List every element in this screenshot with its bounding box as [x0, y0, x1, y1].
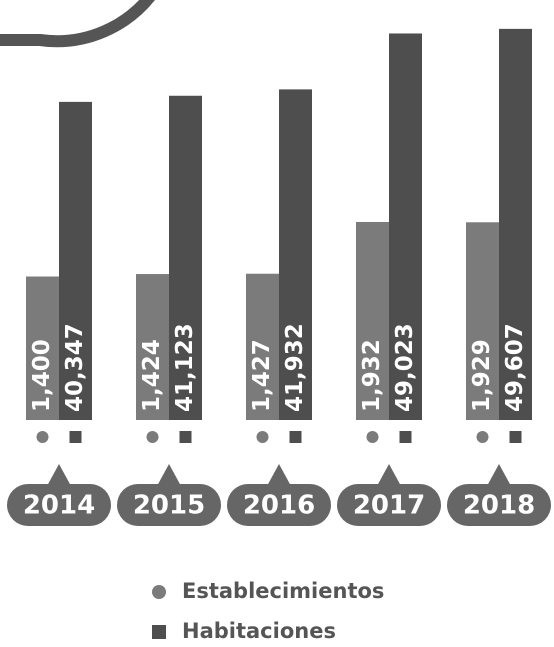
value-label: 1,932 — [359, 339, 385, 412]
year-pill — [447, 484, 551, 526]
series-marker — [179, 431, 192, 443]
series-marker — [69, 431, 82, 443]
series-marker — [146, 431, 159, 443]
legend-label: Habitaciones — [182, 619, 336, 643]
bar — [26, 276, 59, 420]
pointer — [487, 464, 511, 486]
x-tick-label: 2016 — [243, 491, 315, 521]
pointer — [157, 464, 181, 486]
series-marker — [509, 431, 522, 443]
x-tick-label: 2017 — [353, 491, 425, 521]
value-label: 41,123 — [172, 323, 198, 412]
year-pill — [337, 484, 441, 526]
bar — [466, 222, 499, 420]
series-marker — [36, 431, 49, 443]
bar — [246, 273, 279, 420]
series-marker — [289, 431, 302, 443]
bar — [59, 101, 92, 420]
pointer — [267, 464, 291, 486]
value-label: 1,400 — [29, 339, 55, 412]
value-label: 41,932 — [282, 323, 308, 412]
year-pill — [7, 484, 111, 526]
series-marker — [399, 431, 412, 443]
decorative-arc — [0, 0, 155, 48]
series-marker — [366, 431, 379, 443]
legend-marker — [152, 625, 166, 639]
bar — [389, 33, 422, 420]
value-label: 1,427 — [249, 339, 275, 412]
value-label: 40,347 — [62, 323, 88, 412]
bar — [499, 28, 532, 420]
x-tick-label: 2015 — [133, 491, 205, 521]
x-tick-label: 2014 — [23, 491, 95, 521]
value-label: 49,023 — [392, 323, 418, 412]
year-pill — [227, 484, 331, 526]
legend-label: Establecimientos — [182, 579, 384, 603]
pointer — [47, 464, 71, 486]
value-label: 1,929 — [469, 339, 495, 412]
x-tick-label: 2018 — [463, 491, 535, 521]
series-marker — [476, 431, 489, 443]
series-marker — [256, 431, 269, 443]
bar — [169, 95, 202, 421]
bar — [356, 221, 389, 420]
bar — [136, 274, 169, 420]
value-label: 1,424 — [139, 339, 165, 412]
legend-marker — [152, 585, 166, 599]
value-label: 49,607 — [502, 323, 528, 412]
year-pill — [117, 484, 221, 526]
pointer — [377, 464, 401, 486]
bar — [279, 89, 312, 420]
